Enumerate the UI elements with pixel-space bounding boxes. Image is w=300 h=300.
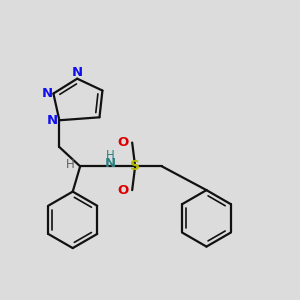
Text: N: N	[41, 87, 52, 100]
Text: O: O	[118, 136, 129, 149]
Text: H: H	[106, 148, 115, 162]
Text: O: O	[118, 184, 129, 196]
Text: N: N	[105, 158, 116, 170]
Text: N: N	[47, 114, 58, 127]
Text: N: N	[72, 66, 83, 79]
Text: S: S	[130, 159, 140, 173]
Text: H: H	[66, 158, 75, 171]
